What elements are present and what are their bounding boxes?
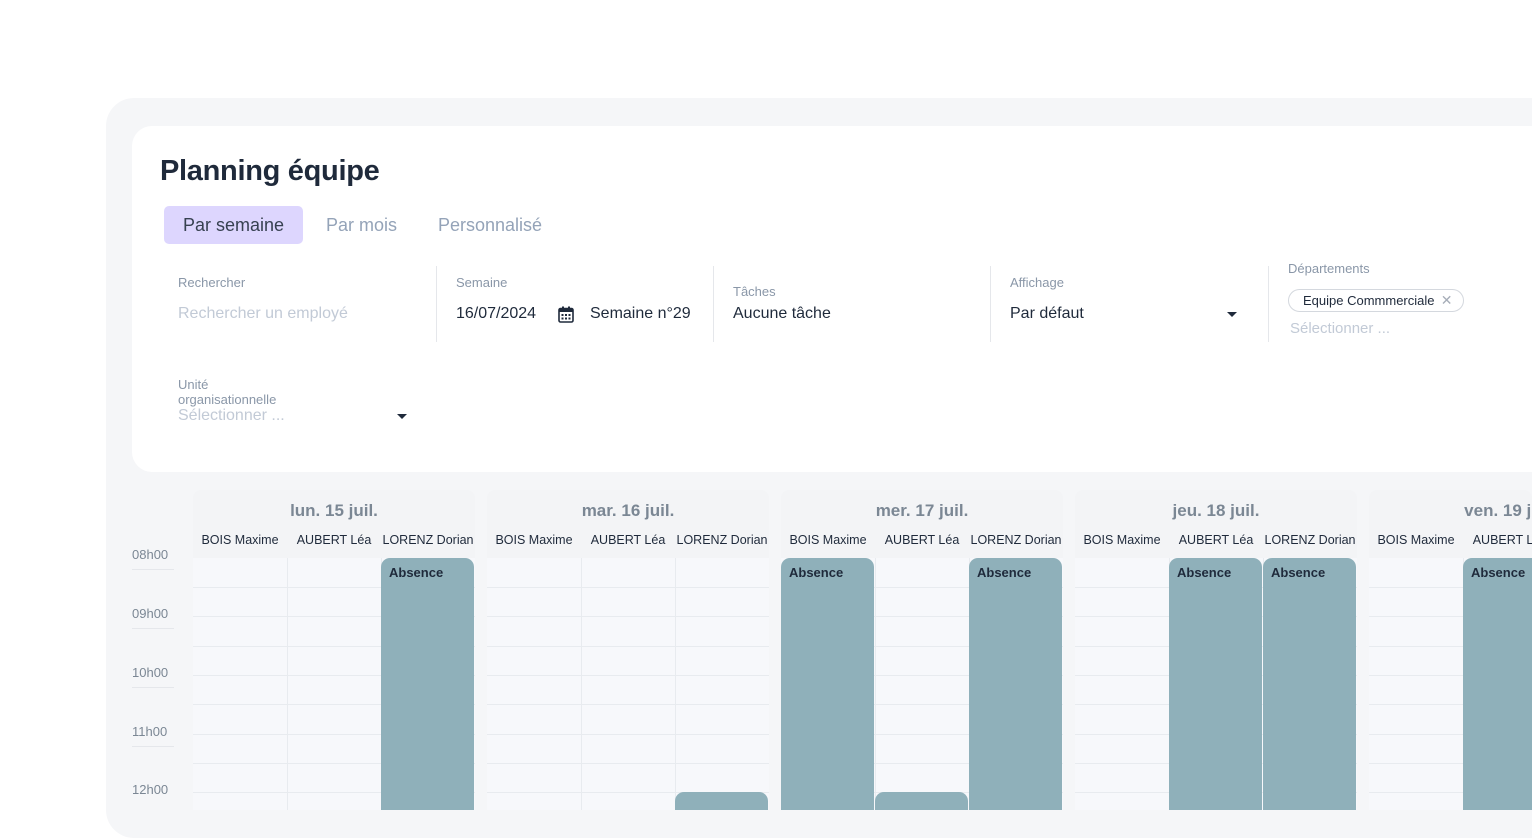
- page-title: Planning équipe: [160, 155, 380, 187]
- day-column: mer. 17 juil. BOIS Maxime AUBERT Léa LOR…: [781, 490, 1063, 810]
- hour-label: 12h00: [132, 782, 169, 797]
- day-title: ven. 19 juil.: [1464, 501, 1532, 520]
- hour-label: 09h00: [132, 606, 169, 621]
- day-header: [1075, 490, 1357, 558]
- search-label: Rechercher: [178, 275, 246, 290]
- absence-block[interactable]: Absence: [1263, 558, 1356, 810]
- employee-name: AUBERT Léa: [1472, 533, 1532, 547]
- day-column: ven. 19 juil. BOIS Maxime AUBERT Léa Abs…: [1369, 490, 1532, 810]
- employee-name: LORENZ Dorian: [970, 533, 1062, 547]
- hour-divider: [132, 746, 174, 747]
- day-header: [193, 490, 475, 558]
- tab-par-mois[interactable]: Par mois: [326, 215, 398, 235]
- employee-name: AUBERT Léa: [590, 533, 666, 547]
- day-column: mar. 16 juil. BOIS Maxime AUBERT Léa LOR…: [487, 490, 769, 810]
- day-column: lun. 15 juil. BOIS Maxime AUBERT Léa LOR…: [193, 490, 475, 810]
- employee-name: BOIS Maxime: [1377, 533, 1455, 547]
- shift-block[interactable]: [875, 792, 968, 810]
- employee-name: BOIS Maxime: [789, 533, 867, 547]
- department-chip[interactable]: Equipe Commmerciale ✕: [1288, 289, 1464, 312]
- day-column: jeu. 18 juil. BOIS Maxime AUBERT Léa LOR…: [1075, 490, 1357, 810]
- day-title: mar. 16 juil.: [581, 501, 675, 520]
- close-icon[interactable]: ✕: [1440, 292, 1453, 308]
- display-select[interactable]: Par défaut: [1010, 305, 1084, 322]
- absence-block[interactable]: Absence: [781, 558, 874, 810]
- org-unit-label: Unité organisationnelle: [178, 377, 277, 407]
- week-number: Semaine n°29: [590, 305, 691, 322]
- employee-name: AUBERT Léa: [884, 533, 960, 547]
- hour-label: 08h00: [132, 547, 169, 562]
- tab-personnalise[interactable]: Personnalisé: [438, 215, 543, 235]
- employee-name: BOIS Maxime: [201, 533, 279, 547]
- tab-par-semaine[interactable]: Par semaine: [164, 206, 304, 244]
- shift-block[interactable]: [675, 792, 768, 810]
- org-unit-select[interactable]: Sélectionner ...: [178, 407, 285, 424]
- employee-name: LORENZ Dorian: [1264, 533, 1356, 547]
- day-header: [781, 490, 1063, 558]
- absence-block[interactable]: Absence: [381, 558, 474, 810]
- day-title: mer. 17 juil.: [875, 501, 969, 520]
- week-label: Semaine: [456, 275, 508, 290]
- divider: [713, 266, 714, 342]
- week-date[interactable]: 16/07/2024: [456, 305, 537, 322]
- day-header: [487, 490, 769, 558]
- chevron-down-icon[interactable]: [1227, 312, 1237, 317]
- day-title: lun. 15 juil.: [290, 501, 378, 520]
- hour-label: 11h00: [132, 724, 168, 739]
- divider: [1268, 266, 1269, 342]
- chevron-down-icon[interactable]: [397, 414, 407, 419]
- employee-name: AUBERT Léa: [1178, 533, 1254, 547]
- day-grid[interactable]: [487, 558, 769, 810]
- absence-block[interactable]: Absence: [1463, 558, 1532, 810]
- departments-placeholder: Sélectionner ...: [1290, 320, 1391, 337]
- employee-name: BOIS Maxime: [495, 533, 573, 547]
- hour-label: 10h00: [132, 665, 169, 680]
- search-input[interactable]: Rechercher un employé: [178, 305, 348, 322]
- hour-divider: [132, 569, 174, 570]
- employee-name: LORENZ Dorian: [676, 533, 768, 547]
- absence-block[interactable]: Absence: [969, 558, 1062, 810]
- department-chip-label: Equipe Commmerciale: [1303, 293, 1435, 308]
- departments-label: Départements: [1288, 261, 1370, 276]
- employee-name: AUBERT Léa: [296, 533, 372, 547]
- day-title: jeu. 18 juil.: [1172, 501, 1260, 520]
- day-header: [1369, 490, 1532, 558]
- employee-name: LORENZ Dorian: [382, 533, 474, 547]
- absence-block[interactable]: Absence: [1169, 558, 1262, 810]
- employee-name: BOIS Maxime: [1083, 533, 1161, 547]
- divider: [436, 266, 437, 342]
- tasks-label: Tâches: [733, 284, 776, 299]
- divider: [990, 266, 991, 342]
- calendar-icon[interactable]: [558, 306, 574, 323]
- hour-divider: [132, 687, 174, 688]
- display-label: Affichage: [1010, 275, 1064, 290]
- hour-divider: [132, 628, 174, 629]
- tasks-value[interactable]: Aucune tâche: [733, 305, 831, 322]
